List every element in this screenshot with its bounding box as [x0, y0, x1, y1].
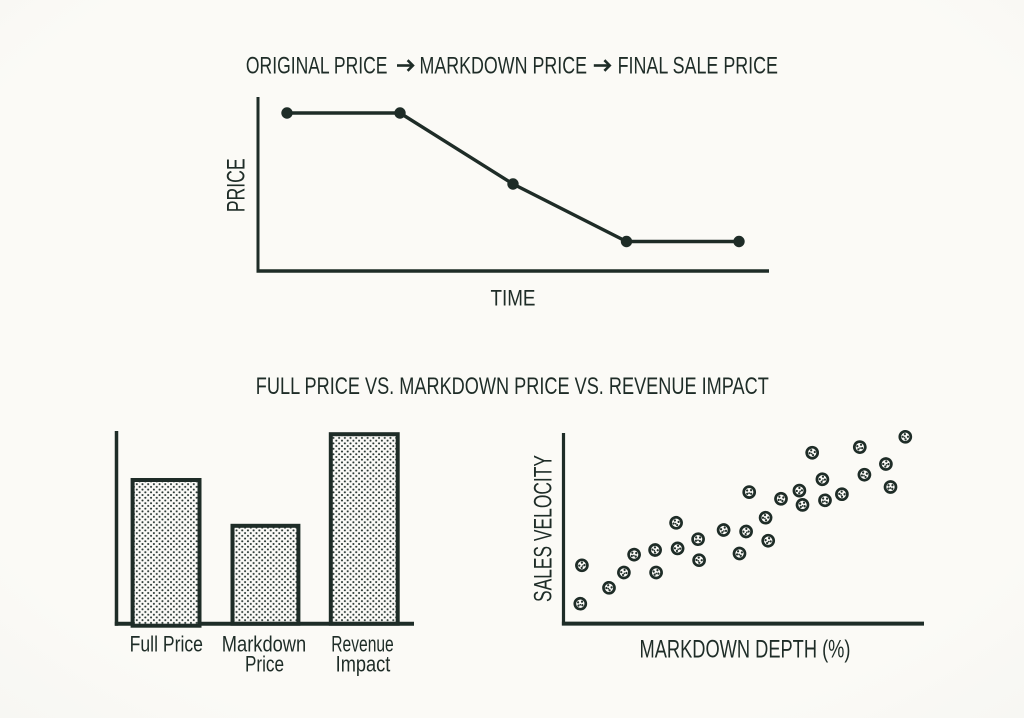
svg-text:Full Price: Full Price — [130, 632, 203, 657]
svg-text:Revenue: Revenue — [331, 632, 394, 657]
svg-text:Markdown: Markdown — [222, 632, 306, 657]
svg-text:ORIGINAL PRICE: ORIGINAL PRICE — [246, 52, 388, 79]
svg-text:Impact: Impact — [336, 652, 391, 677]
svg-text:MARKDOWN PRICE: MARKDOWN PRICE — [420, 52, 588, 79]
svg-text:PRICE: PRICE — [222, 158, 250, 212]
svg-text:MARKDOWN DEPTH (%): MARKDOWN DEPTH (%) — [640, 636, 851, 664]
svg-text:FINAL SALE PRICE: FINAL SALE PRICE — [618, 52, 778, 79]
svg-text:Price: Price — [245, 652, 284, 677]
svg-text:TIME: TIME — [491, 286, 536, 311]
svg-text:SALES VELOCITY: SALES VELOCITY — [529, 455, 557, 602]
svg-text:FULL PRICE VS. MARKDOWN PRICE: FULL PRICE VS. MARKDOWN PRICE VS. REVENU… — [256, 373, 769, 400]
